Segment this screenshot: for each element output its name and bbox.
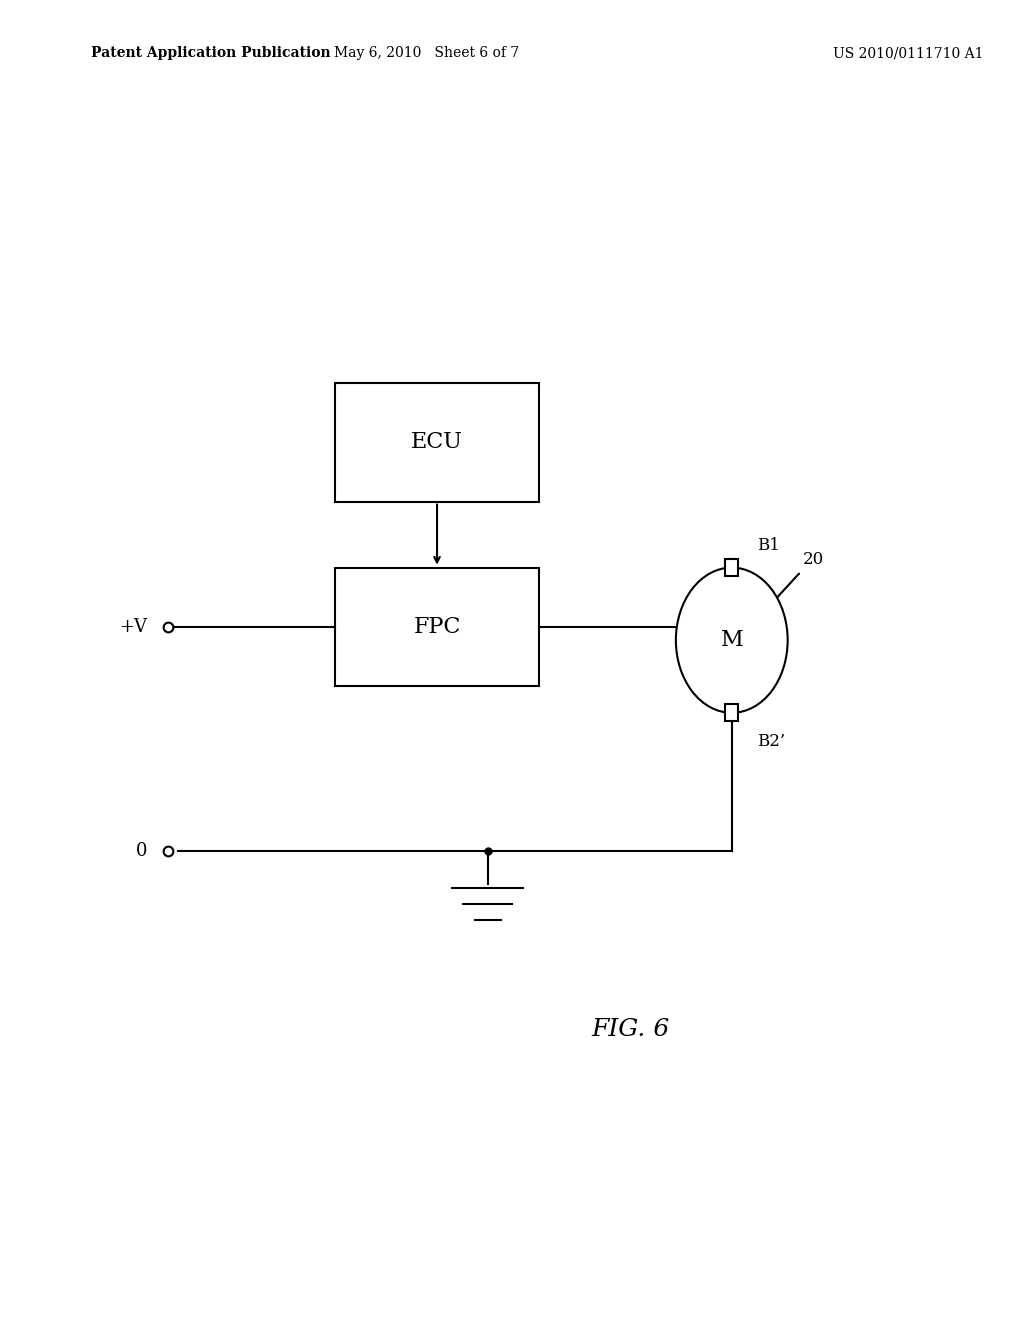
Bar	[336, 383, 539, 502]
Text: May 6, 2010   Sheet 6 of 7: May 6, 2010 Sheet 6 of 7	[334, 46, 519, 61]
Text: B2’: B2’	[757, 733, 785, 750]
Text: M: M	[721, 630, 743, 651]
Circle shape	[676, 568, 787, 713]
Text: ECU: ECU	[411, 432, 463, 453]
Text: US 2010/0111710 A1: US 2010/0111710 A1	[834, 46, 984, 61]
Text: FIG. 6: FIG. 6	[591, 1018, 670, 1041]
Text: Patent Application Publication: Patent Application Publication	[91, 46, 331, 61]
Text: FPC: FPC	[414, 616, 461, 638]
Text: 0: 0	[136, 842, 147, 861]
Text: 20: 20	[803, 550, 824, 568]
Bar	[725, 705, 738, 721]
Text: B1: B1	[757, 537, 780, 554]
Bar	[725, 558, 738, 576]
Text: +V: +V	[120, 618, 147, 636]
Bar	[336, 568, 539, 686]
